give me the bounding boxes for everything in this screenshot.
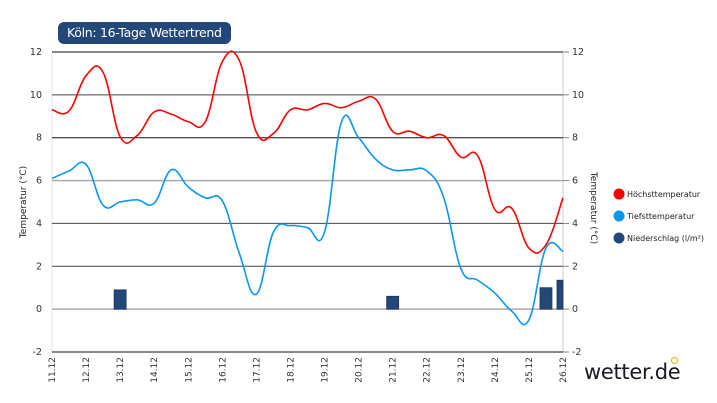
precip-bar <box>539 287 553 310</box>
logo-dot <box>671 357 678 364</box>
x-tick-label: 23.12 <box>457 357 467 383</box>
legend-marker <box>613 188 625 200</box>
x-tick-label: 15.12 <box>184 357 194 383</box>
x-tick-label: 19.12 <box>321 357 331 383</box>
low-temp-line <box>51 114 564 326</box>
x-tick-label: 26.12 <box>559 357 569 383</box>
legend-label[interactable]: Tiefsttemperatur <box>626 212 695 221</box>
x-tick-label: 17.12 <box>252 357 262 383</box>
y-tick-right: 6 <box>572 176 578 187</box>
legend-marker <box>613 210 625 222</box>
x-tick-label: 25.12 <box>525 357 535 383</box>
y-tick-left: 4 <box>36 218 42 229</box>
x-tick-label: 13.12 <box>116 357 126 383</box>
wetter-de-logo: wetter.de <box>584 360 681 384</box>
precip-bar <box>113 289 127 310</box>
y-tick-left: 8 <box>36 133 42 144</box>
x-tick-label: 18.12 <box>286 357 296 383</box>
x-tick-label: 21.12 <box>389 357 399 383</box>
y-tick-left: 12 <box>30 47 42 58</box>
x-tick-label: 12.12 <box>82 357 92 383</box>
y-tick-right: 8 <box>572 133 578 144</box>
y-axis-label-right: Temperatur (°C) <box>588 171 598 244</box>
precip-bar <box>386 295 400 310</box>
x-tick-label: 22.12 <box>423 357 433 383</box>
y-tick-left: 2 <box>36 261 42 272</box>
x-tick-label: 24.12 <box>491 357 501 383</box>
x-tick-label: 11.12 <box>48 357 58 383</box>
y-tick-right: 12 <box>572 47 584 58</box>
y-tick-right: 2 <box>572 261 578 272</box>
precip-bar <box>556 279 564 310</box>
legend-marker <box>613 232 625 244</box>
x-tick-label: 20.12 <box>355 357 365 383</box>
legend-label[interactable]: Höchsttemperatur <box>627 190 701 199</box>
y-tick-left: 6 <box>36 176 42 187</box>
y-axis-label-left: Temperatur (°C) <box>19 166 29 239</box>
y-tick-right: 10 <box>572 90 584 101</box>
y-tick-left: -2 <box>33 347 42 358</box>
x-tick-label: 14.12 <box>150 357 160 383</box>
chart-title: Köln: 16-Tage Wettertrend <box>58 22 231 44</box>
y-tick-left: 10 <box>30 90 42 101</box>
x-tick-label: 16.12 <box>218 357 228 383</box>
y-tick-right: -2 <box>572 347 581 358</box>
y-tick-left: 0 <box>36 304 42 315</box>
y-tick-right: 4 <box>572 218 578 229</box>
y-tick-right: 0 <box>572 304 578 315</box>
high-temp-line <box>51 50 564 254</box>
legend-label[interactable]: Niederschlag (l/m²) <box>627 234 704 243</box>
